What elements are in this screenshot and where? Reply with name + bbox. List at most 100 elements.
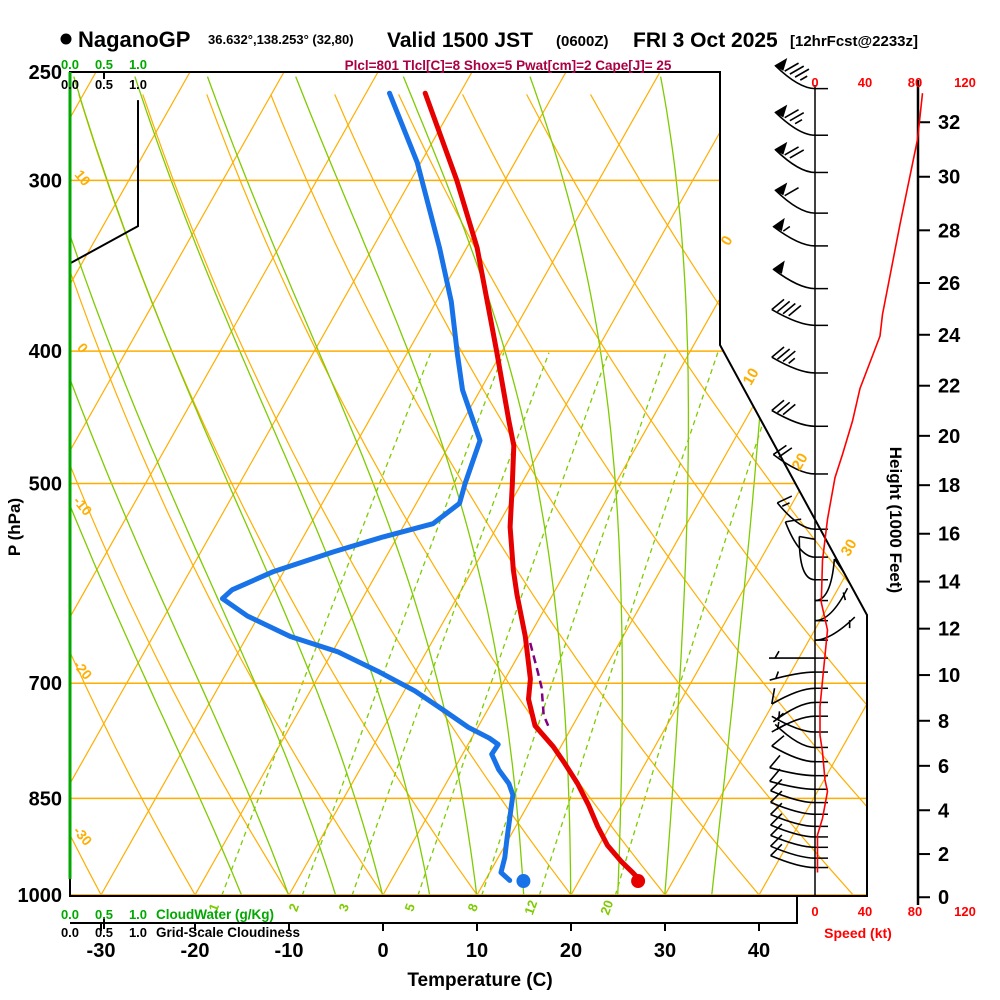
cloudwater-scale-top-label: 0.5 bbox=[95, 57, 113, 72]
wind-barb-pennant bbox=[772, 217, 785, 232]
isotherm-line bbox=[70, 72, 285, 896]
wind-barb-full bbox=[776, 401, 791, 414]
wind-barb-full bbox=[782, 302, 796, 315]
cloudwater-scale-bottom-label: 0.5 bbox=[95, 907, 113, 922]
wind-barb-full bbox=[769, 754, 781, 769]
wind-barb-full bbox=[784, 109, 799, 119]
wind-barb-shaft bbox=[771, 715, 816, 733]
cloudiness-scale-bottom-label: 1.0 bbox=[129, 925, 147, 940]
pressure-axis-label: P (hPa) bbox=[5, 498, 24, 556]
cloudwater-label: CloudWater (g/Kg) bbox=[156, 907, 274, 922]
wind-barb-full bbox=[833, 558, 845, 573]
wind-barb-full bbox=[771, 735, 785, 747]
isotherm-line bbox=[757, 72, 867, 896]
mixing-ratio-label: 1 bbox=[205, 901, 222, 913]
wind-barb-half bbox=[799, 75, 808, 81]
wind-barb-shaft bbox=[770, 813, 816, 828]
wind-barb-shaft bbox=[771, 409, 816, 428]
wind-barb-full bbox=[772, 444, 787, 456]
wind-barb-shaft bbox=[771, 715, 816, 733]
wind-barb-full bbox=[789, 112, 805, 122]
speed-tick-label-bottom: 0 bbox=[811, 904, 818, 919]
temperature-axis-label: Temperature (C) bbox=[407, 970, 552, 991]
wind-barb-pennant bbox=[772, 260, 785, 274]
wind-barb-half bbox=[776, 712, 785, 719]
temperature-tick-label: -10 bbox=[275, 940, 304, 962]
temperature-tick-label: 30 bbox=[654, 940, 676, 962]
cloudiness-scale-top-label: 1.0 bbox=[129, 77, 147, 92]
speed-tick-label-bottom: 120 bbox=[954, 904, 976, 919]
dry-adiabat-label: 10 bbox=[72, 167, 94, 189]
cloudiness-label: Grid-Scale Cloudiness bbox=[156, 925, 300, 940]
cloudiness-scale-top-label: 0.0 bbox=[61, 77, 79, 92]
dry-adiabat-line bbox=[398, 94, 867, 896]
isotherm-label: 20 bbox=[789, 450, 812, 473]
wind-barb-full bbox=[776, 300, 791, 313]
moist-adiabat-line bbox=[70, 76, 337, 896]
speed-tick-label-top: 0 bbox=[811, 75, 818, 90]
pressure-tick-label: 700 bbox=[29, 673, 62, 695]
title-valid-time: Valid 1500 JST bbox=[387, 29, 533, 52]
mixing-ratio-line bbox=[538, 352, 719, 896]
wind-barb-full bbox=[770, 813, 783, 826]
dry-adiabat-line bbox=[526, 94, 867, 896]
dry-adiabat-line bbox=[70, 94, 196, 896]
mixing-ratio-label: 5 bbox=[401, 901, 418, 913]
wind-barb-pennant bbox=[774, 141, 788, 155]
wind-barb-half bbox=[842, 592, 847, 601]
pressure-tick-label: 300 bbox=[29, 170, 62, 192]
plot-frame bbox=[69, 71, 868, 897]
cloudwater-scale-top-label: 1.0 bbox=[129, 57, 147, 72]
wind-barb-full bbox=[770, 688, 776, 705]
wind-barb-full bbox=[770, 778, 783, 792]
cloudiness-profile bbox=[70, 100, 139, 849]
wind-barb-half bbox=[794, 119, 803, 125]
wind-barb-shaft bbox=[776, 502, 816, 531]
surface-dew-dot bbox=[516, 874, 531, 889]
wind-barb-full bbox=[778, 447, 793, 458]
mixing-ratio-line bbox=[614, 352, 787, 896]
mixing-ratio-label: 2 bbox=[285, 901, 302, 913]
wind-barb-shaft bbox=[814, 587, 849, 622]
mixing-ratio-line bbox=[417, 352, 610, 896]
isotherm-line bbox=[70, 72, 191, 896]
moist-adiabat-line bbox=[134, 76, 431, 896]
speed-axis-label: Speed (kt) bbox=[824, 925, 892, 941]
height-tick-label: 10 bbox=[938, 665, 960, 687]
wind-barb-pennant bbox=[774, 182, 788, 196]
wind-barb-shaft bbox=[771, 687, 816, 705]
cloudiness-scale-bottom-label: 0.5 bbox=[95, 925, 113, 940]
wind-barb-shaft bbox=[770, 824, 816, 838]
wind-barb-full bbox=[770, 802, 783, 816]
moist-adiabat-line bbox=[70, 76, 290, 896]
height-tick-label: 18 bbox=[938, 475, 960, 497]
cloudwater-scale-bottom-label: 0.0 bbox=[61, 907, 79, 922]
height-tick-label: 32 bbox=[938, 112, 960, 134]
moist-adiabat-line bbox=[73, 76, 384, 896]
wind-barb-shaft bbox=[814, 616, 856, 641]
mixing-ratio-line bbox=[351, 352, 550, 896]
height-tick-label: 8 bbox=[938, 711, 949, 733]
speed-tick-label-top: 80 bbox=[908, 75, 922, 90]
wind-barb-shaft bbox=[771, 745, 816, 763]
moist-adiabat-line bbox=[70, 76, 243, 896]
wind-barb-shaft bbox=[772, 453, 816, 475]
wind-barb-shaft bbox=[769, 780, 816, 791]
wind-barb-half bbox=[774, 671, 780, 680]
pressure-tick-label: 400 bbox=[29, 341, 62, 363]
temperature-tick-label: 40 bbox=[748, 940, 770, 962]
pressure-tick-label: 500 bbox=[29, 474, 62, 496]
wind-barb-full bbox=[788, 304, 802, 317]
wind-barb-shaft bbox=[798, 536, 816, 581]
isotherm-line bbox=[663, 72, 867, 896]
mixing-ratio-line bbox=[221, 352, 432, 896]
cloudiness-scale-top-label: 0.5 bbox=[95, 77, 113, 92]
height-tick-label: 14 bbox=[938, 572, 961, 594]
title-date: FRI 3 Oct 2025 bbox=[633, 29, 778, 52]
wind-barb-full bbox=[770, 834, 783, 847]
wind-barb-shaft bbox=[814, 558, 836, 602]
temperature-tick-label: -30 bbox=[87, 940, 116, 962]
wind-barb-shaft bbox=[772, 268, 816, 290]
temperature-tick-label: -20 bbox=[181, 940, 210, 962]
